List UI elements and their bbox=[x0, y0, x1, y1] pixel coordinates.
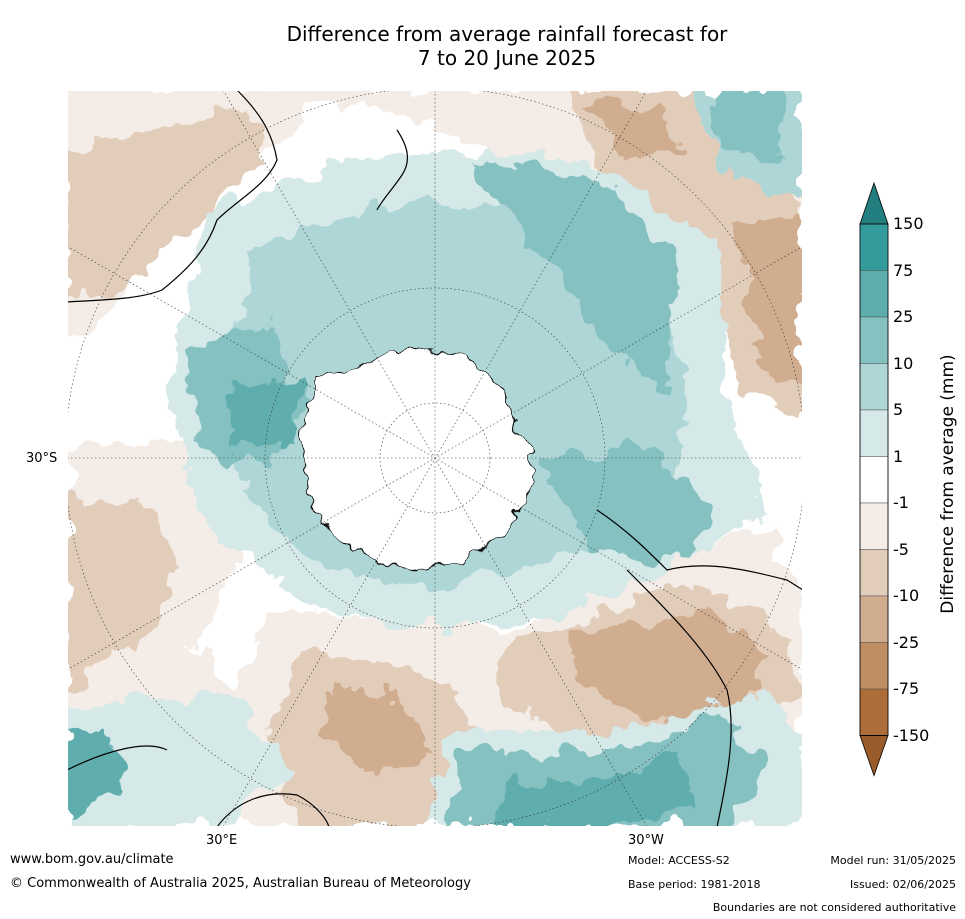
colorbar-band bbox=[859, 595, 889, 643]
latitude-label: 30°S bbox=[26, 451, 58, 466]
colorbar-band bbox=[859, 456, 889, 504]
map-title: Difference from average rainfall forecas… bbox=[0, 22, 965, 70]
colorbar-band bbox=[859, 316, 889, 364]
graticule bbox=[67, 90, 803, 827]
colorbar-label-text: Difference from average (mm) bbox=[938, 354, 958, 614]
colorbar-tick-label: 25 bbox=[893, 307, 914, 326]
colorbar bbox=[859, 181, 889, 777]
colorbar-band bbox=[859, 549, 889, 597]
colorbar-extend-top bbox=[859, 181, 889, 225]
footer-copyright: © Commonwealth of Australia 2025, Austra… bbox=[10, 876, 471, 891]
footer-base-period: Base period: 1981-2018 bbox=[628, 878, 761, 891]
footer-model-run: Model run: 31/05/2025 bbox=[830, 854, 956, 867]
footer-issued: Issued: 02/06/2025 bbox=[849, 878, 956, 891]
colorbar-tick-label: -1 bbox=[893, 493, 909, 512]
colorbar-tick-label: -25 bbox=[893, 632, 920, 652]
colorbar-outline bbox=[859, 223, 889, 736]
colorbar-tick-label: -150 bbox=[893, 725, 930, 745]
footer-url: www.bom.gov.au/climate bbox=[10, 852, 174, 867]
coastlines bbox=[67, 90, 803, 827]
colorbar-tick-label: -75 bbox=[893, 679, 920, 698]
colorbar-tick-label: 5 bbox=[893, 400, 904, 419]
colorbar-tick-label: -10 bbox=[893, 586, 920, 605]
colorbar-band bbox=[859, 688, 889, 736]
colorbar-band bbox=[859, 642, 889, 690]
footer-disclaimer: Boundaries are not considered authoritat… bbox=[712, 901, 956, 914]
colorbar-tick-label: 10 bbox=[893, 353, 914, 373]
colorbar-band bbox=[859, 409, 889, 457]
map-canvas bbox=[67, 90, 803, 827]
colorbar-band bbox=[859, 270, 889, 318]
colorbar-band bbox=[859, 223, 889, 271]
title-line-1: Difference from average rainfall forecas… bbox=[286, 22, 728, 46]
title-line-2: 7 to 20 June 2025 bbox=[417, 46, 597, 70]
colorbar-extend-bottom bbox=[859, 735, 889, 777]
colorbar-band bbox=[859, 363, 889, 411]
longitude-label-west: 30°W bbox=[628, 833, 664, 848]
footer-model: Model: ACCESS-S2 bbox=[628, 854, 730, 867]
antarctica-landmass bbox=[298, 351, 538, 573]
colorbar-tick-label: 1 bbox=[893, 446, 904, 466]
colorbar-tick-label: -5 bbox=[893, 539, 909, 559]
colorbar-tick-label: 150 bbox=[893, 214, 924, 233]
longitude-label-east: 30°E bbox=[206, 833, 238, 848]
colorbar-tick-label: 75 bbox=[893, 260, 914, 280]
rainfall-anomaly-map bbox=[67, 90, 803, 827]
colorbar-band bbox=[859, 502, 889, 550]
